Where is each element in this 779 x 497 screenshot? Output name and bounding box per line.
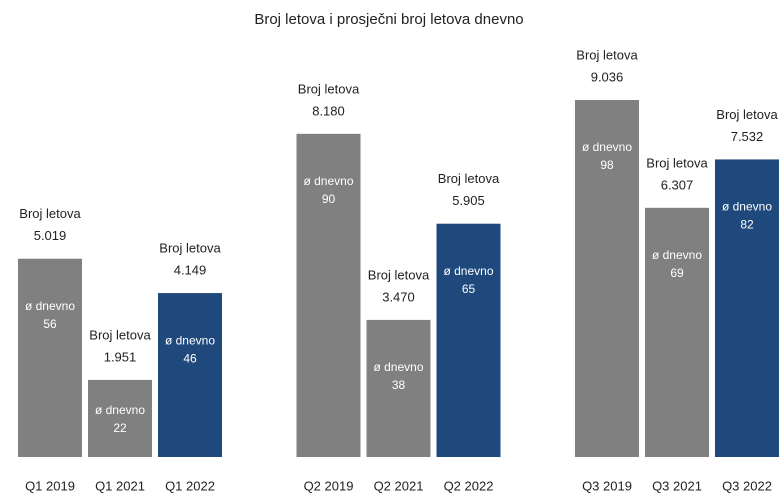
x-tick-label: Q2 2022 <box>444 478 494 493</box>
series-label: Broj letova <box>438 171 500 186</box>
daily-value: 22 <box>113 421 127 435</box>
daily-value: 69 <box>670 266 684 280</box>
bar <box>296 133 361 457</box>
series-label: Broj letova <box>368 267 430 282</box>
x-tick-label: Q3 2019 <box>582 478 632 493</box>
value-label: 4.149 <box>174 263 207 278</box>
daily-value: 65 <box>462 282 476 296</box>
bar <box>575 100 639 457</box>
value-label: 3.470 <box>382 289 415 304</box>
bar <box>436 223 501 457</box>
daily-value: 98 <box>600 158 614 172</box>
value-label: 8.180 <box>312 103 345 118</box>
daily-label: ø dnevno <box>373 360 423 374</box>
daily-label: ø dnevno <box>165 333 215 347</box>
daily-label: ø dnevno <box>443 264 493 278</box>
value-label: 1.951 <box>104 349 137 364</box>
daily-label: ø dnevno <box>303 174 353 188</box>
chart-title: Broj letova i prosječni broj letova dnev… <box>254 11 523 28</box>
daily-label: ø dnevno <box>722 200 772 214</box>
x-tick-label: Q2 2021 <box>374 478 424 493</box>
x-tick-label: Q1 2019 <box>25 478 75 493</box>
series-label: Broj letova <box>576 47 638 62</box>
daily-label: ø dnevno <box>95 403 145 417</box>
bar <box>715 159 779 457</box>
series-label: Broj letova <box>716 107 778 122</box>
series-label: Broj letova <box>89 327 151 342</box>
daily-label: ø dnevno <box>652 248 702 262</box>
bar <box>88 379 152 457</box>
bar <box>18 258 82 457</box>
series-label: Broj letova <box>298 81 360 96</box>
series-label: Broj letova <box>646 155 708 170</box>
value-label: 5.905 <box>452 193 485 208</box>
daily-label: ø dnevno <box>582 140 632 154</box>
bar <box>645 207 709 457</box>
value-label: 5.019 <box>34 228 67 243</box>
x-tick-label: Q1 2022 <box>165 478 215 493</box>
series-label: Broj letova <box>19 206 81 221</box>
daily-value: 46 <box>183 351 197 365</box>
daily-label: ø dnevno <box>25 299 75 313</box>
daily-value: 38 <box>392 378 406 392</box>
x-tick-label: Q3 2021 <box>652 478 702 493</box>
value-label: 6.307 <box>661 177 694 192</box>
daily-value: 56 <box>43 317 57 331</box>
bar <box>158 293 222 457</box>
series-label: Broj letova <box>159 241 221 256</box>
value-label: 9.036 <box>591 69 624 84</box>
daily-value: 82 <box>740 218 754 232</box>
bar <box>366 319 431 457</box>
x-tick-label: Q2 2019 <box>304 478 354 493</box>
x-tick-label: Q3 2022 <box>722 478 772 493</box>
daily-value: 90 <box>322 192 336 206</box>
x-tick-label: Q1 2021 <box>95 478 145 493</box>
value-label: 7.532 <box>731 129 764 144</box>
